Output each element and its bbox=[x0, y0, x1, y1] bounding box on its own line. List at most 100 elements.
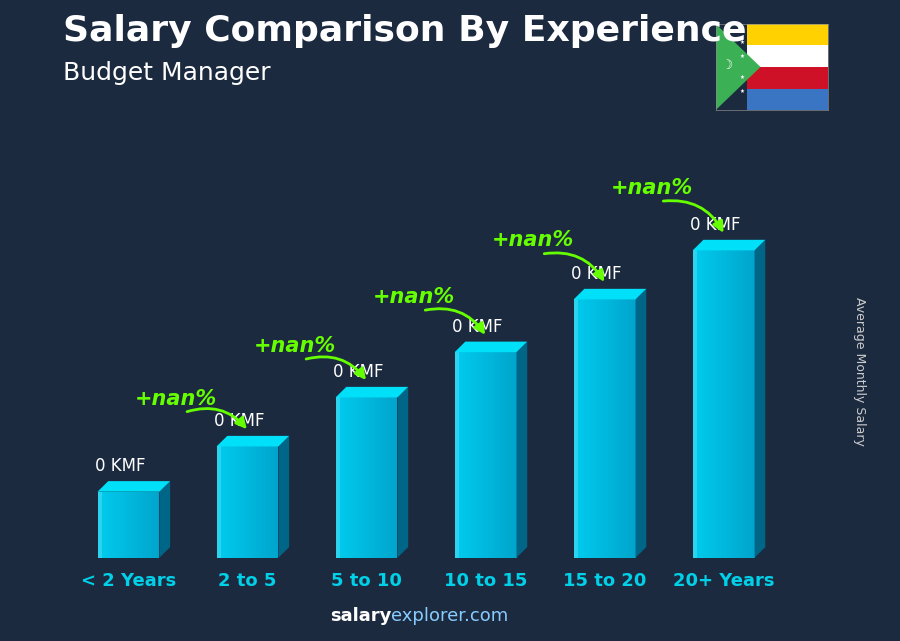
Polygon shape bbox=[751, 251, 752, 558]
Polygon shape bbox=[704, 251, 705, 558]
Polygon shape bbox=[151, 492, 152, 558]
Polygon shape bbox=[126, 492, 127, 558]
Polygon shape bbox=[242, 446, 244, 558]
Polygon shape bbox=[595, 299, 596, 558]
Polygon shape bbox=[517, 342, 527, 558]
Polygon shape bbox=[711, 251, 713, 558]
Polygon shape bbox=[349, 397, 350, 558]
Polygon shape bbox=[251, 446, 253, 558]
Polygon shape bbox=[747, 251, 749, 558]
Polygon shape bbox=[511, 352, 513, 558]
Polygon shape bbox=[115, 492, 116, 558]
Text: +nan%: +nan% bbox=[610, 178, 693, 197]
Polygon shape bbox=[588, 299, 589, 558]
Text: +nan%: +nan% bbox=[373, 287, 454, 307]
Polygon shape bbox=[470, 352, 471, 558]
Polygon shape bbox=[473, 352, 474, 558]
Polygon shape bbox=[580, 299, 581, 558]
Polygon shape bbox=[350, 397, 352, 558]
Polygon shape bbox=[750, 251, 751, 558]
Polygon shape bbox=[634, 299, 635, 558]
Polygon shape bbox=[693, 240, 765, 251]
Polygon shape bbox=[581, 299, 582, 558]
Polygon shape bbox=[337, 397, 338, 558]
Polygon shape bbox=[508, 352, 509, 558]
Polygon shape bbox=[507, 352, 508, 558]
Polygon shape bbox=[244, 446, 245, 558]
Polygon shape bbox=[705, 251, 706, 558]
Polygon shape bbox=[113, 492, 115, 558]
FancyArrowPatch shape bbox=[663, 201, 722, 230]
Polygon shape bbox=[111, 492, 112, 558]
Polygon shape bbox=[734, 251, 736, 558]
Polygon shape bbox=[385, 397, 386, 558]
Polygon shape bbox=[369, 397, 370, 558]
Text: Budget Manager: Budget Manager bbox=[63, 61, 271, 85]
Polygon shape bbox=[715, 251, 716, 558]
Polygon shape bbox=[386, 397, 388, 558]
Polygon shape bbox=[368, 397, 369, 558]
Polygon shape bbox=[348, 397, 349, 558]
Polygon shape bbox=[731, 251, 733, 558]
Bar bbox=[747, 88, 828, 110]
Polygon shape bbox=[104, 492, 105, 558]
Polygon shape bbox=[627, 299, 628, 558]
Polygon shape bbox=[344, 397, 346, 558]
Polygon shape bbox=[219, 446, 220, 558]
Polygon shape bbox=[97, 492, 99, 558]
Polygon shape bbox=[338, 397, 339, 558]
Polygon shape bbox=[153, 492, 155, 558]
Polygon shape bbox=[232, 446, 234, 558]
Polygon shape bbox=[454, 342, 527, 352]
Polygon shape bbox=[707, 251, 709, 558]
Polygon shape bbox=[256, 446, 257, 558]
Polygon shape bbox=[629, 299, 631, 558]
Polygon shape bbox=[265, 446, 266, 558]
Polygon shape bbox=[221, 446, 222, 558]
FancyArrowPatch shape bbox=[425, 309, 483, 332]
Polygon shape bbox=[365, 397, 366, 558]
Polygon shape bbox=[363, 397, 365, 558]
Polygon shape bbox=[697, 251, 698, 558]
Polygon shape bbox=[477, 352, 478, 558]
Polygon shape bbox=[130, 492, 132, 558]
Text: salary: salary bbox=[330, 607, 392, 625]
Polygon shape bbox=[105, 492, 106, 558]
Polygon shape bbox=[621, 299, 622, 558]
Polygon shape bbox=[235, 446, 237, 558]
Polygon shape bbox=[373, 397, 374, 558]
Polygon shape bbox=[120, 492, 121, 558]
Polygon shape bbox=[142, 492, 143, 558]
Polygon shape bbox=[268, 446, 270, 558]
Polygon shape bbox=[122, 492, 123, 558]
Polygon shape bbox=[590, 299, 591, 558]
Polygon shape bbox=[352, 397, 353, 558]
Polygon shape bbox=[136, 492, 137, 558]
Polygon shape bbox=[158, 492, 159, 558]
Polygon shape bbox=[487, 352, 488, 558]
Polygon shape bbox=[149, 492, 151, 558]
Polygon shape bbox=[605, 299, 606, 558]
Polygon shape bbox=[599, 299, 601, 558]
Polygon shape bbox=[497, 352, 498, 558]
Polygon shape bbox=[394, 397, 395, 558]
Polygon shape bbox=[343, 397, 344, 558]
Polygon shape bbox=[480, 352, 481, 558]
Polygon shape bbox=[139, 492, 140, 558]
Polygon shape bbox=[109, 492, 110, 558]
Polygon shape bbox=[749, 251, 750, 558]
Polygon shape bbox=[573, 289, 646, 299]
Polygon shape bbox=[107, 492, 109, 558]
Polygon shape bbox=[237, 446, 238, 558]
Polygon shape bbox=[506, 352, 507, 558]
Polygon shape bbox=[573, 299, 579, 558]
Polygon shape bbox=[482, 352, 483, 558]
Polygon shape bbox=[248, 446, 250, 558]
Polygon shape bbox=[222, 446, 224, 558]
Polygon shape bbox=[740, 251, 741, 558]
Polygon shape bbox=[579, 299, 580, 558]
Polygon shape bbox=[380, 397, 382, 558]
Polygon shape bbox=[106, 492, 107, 558]
Polygon shape bbox=[147, 492, 149, 558]
FancyArrowPatch shape bbox=[544, 253, 603, 279]
